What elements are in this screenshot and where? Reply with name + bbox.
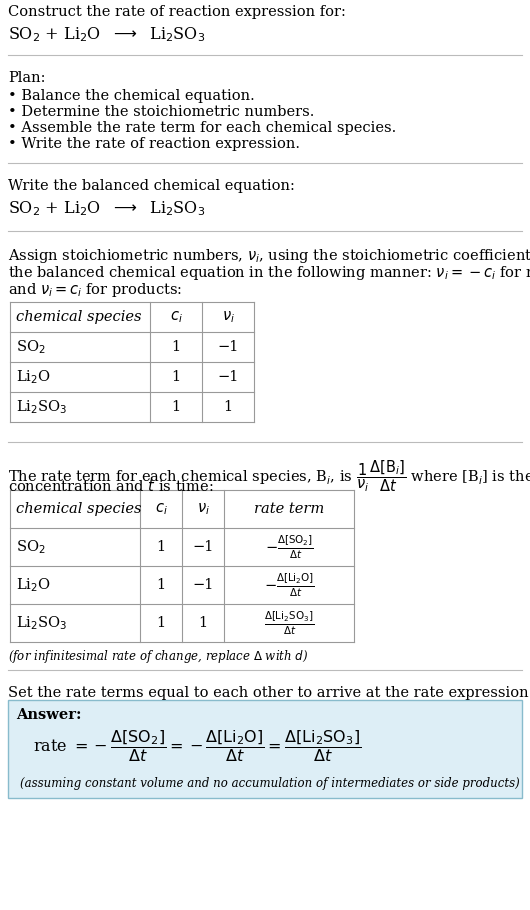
Text: 1: 1 (224, 400, 233, 414)
Text: −1: −1 (192, 578, 214, 592)
Text: 1: 1 (171, 340, 181, 354)
Text: 1: 1 (156, 578, 165, 592)
Text: $c_i$: $c_i$ (155, 501, 167, 517)
Text: 1: 1 (171, 400, 181, 414)
Text: • Balance the chemical equation.: • Balance the chemical equation. (8, 89, 255, 103)
Text: The rate term for each chemical species, B$_i$, is $\dfrac{1}{\nu_i}\dfrac{\Delt: The rate term for each chemical species,… (8, 458, 530, 493)
Text: Li$_2$O: Li$_2$O (16, 576, 51, 594)
Text: Write the balanced chemical equation:: Write the balanced chemical equation: (8, 179, 295, 193)
Text: $\frac{\Delta[\mathrm{Li_2SO_3}]}{\Delta t}$: $\frac{\Delta[\mathrm{Li_2SO_3}]}{\Delta… (264, 610, 314, 637)
Text: Assign stoichiometric numbers, $\nu_i$, using the stoichiometric coefficients, $: Assign stoichiometric numbers, $\nu_i$, … (8, 247, 530, 265)
Text: (assuming constant volume and no accumulation of intermediates or side products): (assuming constant volume and no accumul… (20, 777, 520, 790)
Text: chemical species: chemical species (16, 310, 142, 324)
Text: (for infinitesimal rate of change, replace $\Delta$ with $d$): (for infinitesimal rate of change, repla… (8, 648, 308, 665)
Text: Construct the rate of reaction expression for:: Construct the rate of reaction expressio… (8, 5, 346, 19)
Text: • Determine the stoichiometric numbers.: • Determine the stoichiometric numbers. (8, 105, 314, 119)
Text: Li$_2$SO$_3$: Li$_2$SO$_3$ (16, 614, 67, 632)
Text: Li$_2$SO$_3$: Li$_2$SO$_3$ (16, 399, 67, 416)
Text: $-\frac{\Delta[\mathrm{SO_2}]}{\Delta t}$: $-\frac{\Delta[\mathrm{SO_2}]}{\Delta t}… (264, 533, 313, 561)
Text: −1: −1 (192, 540, 214, 554)
FancyBboxPatch shape (8, 700, 522, 798)
Text: concentration and $t$ is time:: concentration and $t$ is time: (8, 478, 214, 494)
Text: $c_i$: $c_i$ (170, 309, 182, 325)
Text: the balanced chemical equation in the following manner: $\nu_i = -c_i$ for react: the balanced chemical equation in the fo… (8, 264, 530, 282)
Text: 1: 1 (156, 540, 165, 554)
Text: SO$_2$ + Li$_2$O  $\longrightarrow$  Li$_2$SO$_3$: SO$_2$ + Li$_2$O $\longrightarrow$ Li$_2… (8, 199, 205, 217)
Text: Li$_2$O: Li$_2$O (16, 369, 51, 386)
Text: and $\nu_i = c_i$ for products:: and $\nu_i = c_i$ for products: (8, 281, 182, 299)
Text: rate $= -\dfrac{\Delta[\mathrm{SO_2}]}{\Delta t} = -\dfrac{\Delta[\mathrm{Li_2O}: rate $= -\dfrac{\Delta[\mathrm{SO_2}]}{\… (33, 728, 361, 764)
Text: Set the rate terms equal to each other to arrive at the rate expression:: Set the rate terms equal to each other t… (8, 686, 530, 700)
Text: 1: 1 (198, 616, 208, 630)
Text: SO$_2$ + Li$_2$O  $\longrightarrow$  Li$_2$SO$_3$: SO$_2$ + Li$_2$O $\longrightarrow$ Li$_2… (8, 25, 205, 44)
Text: Answer:: Answer: (16, 708, 82, 722)
Text: rate term: rate term (254, 502, 324, 516)
Text: −1: −1 (217, 370, 238, 384)
Text: • Assemble the rate term for each chemical species.: • Assemble the rate term for each chemic… (8, 121, 396, 135)
Text: $\nu_i$: $\nu_i$ (197, 501, 209, 517)
Text: $-\frac{\Delta[\mathrm{Li_2O}]}{\Delta t}$: $-\frac{\Delta[\mathrm{Li_2O}]}{\Delta t… (263, 571, 314, 599)
Text: Plan:: Plan: (8, 71, 46, 85)
Text: −1: −1 (217, 340, 238, 354)
Text: 1: 1 (171, 370, 181, 384)
Text: 1: 1 (156, 616, 165, 630)
Text: SO$_2$: SO$_2$ (16, 339, 46, 356)
Text: $\nu_i$: $\nu_i$ (222, 309, 234, 325)
Text: chemical species: chemical species (16, 502, 142, 516)
Text: • Write the rate of reaction expression.: • Write the rate of reaction expression. (8, 137, 300, 151)
Text: SO$_2$: SO$_2$ (16, 538, 46, 556)
